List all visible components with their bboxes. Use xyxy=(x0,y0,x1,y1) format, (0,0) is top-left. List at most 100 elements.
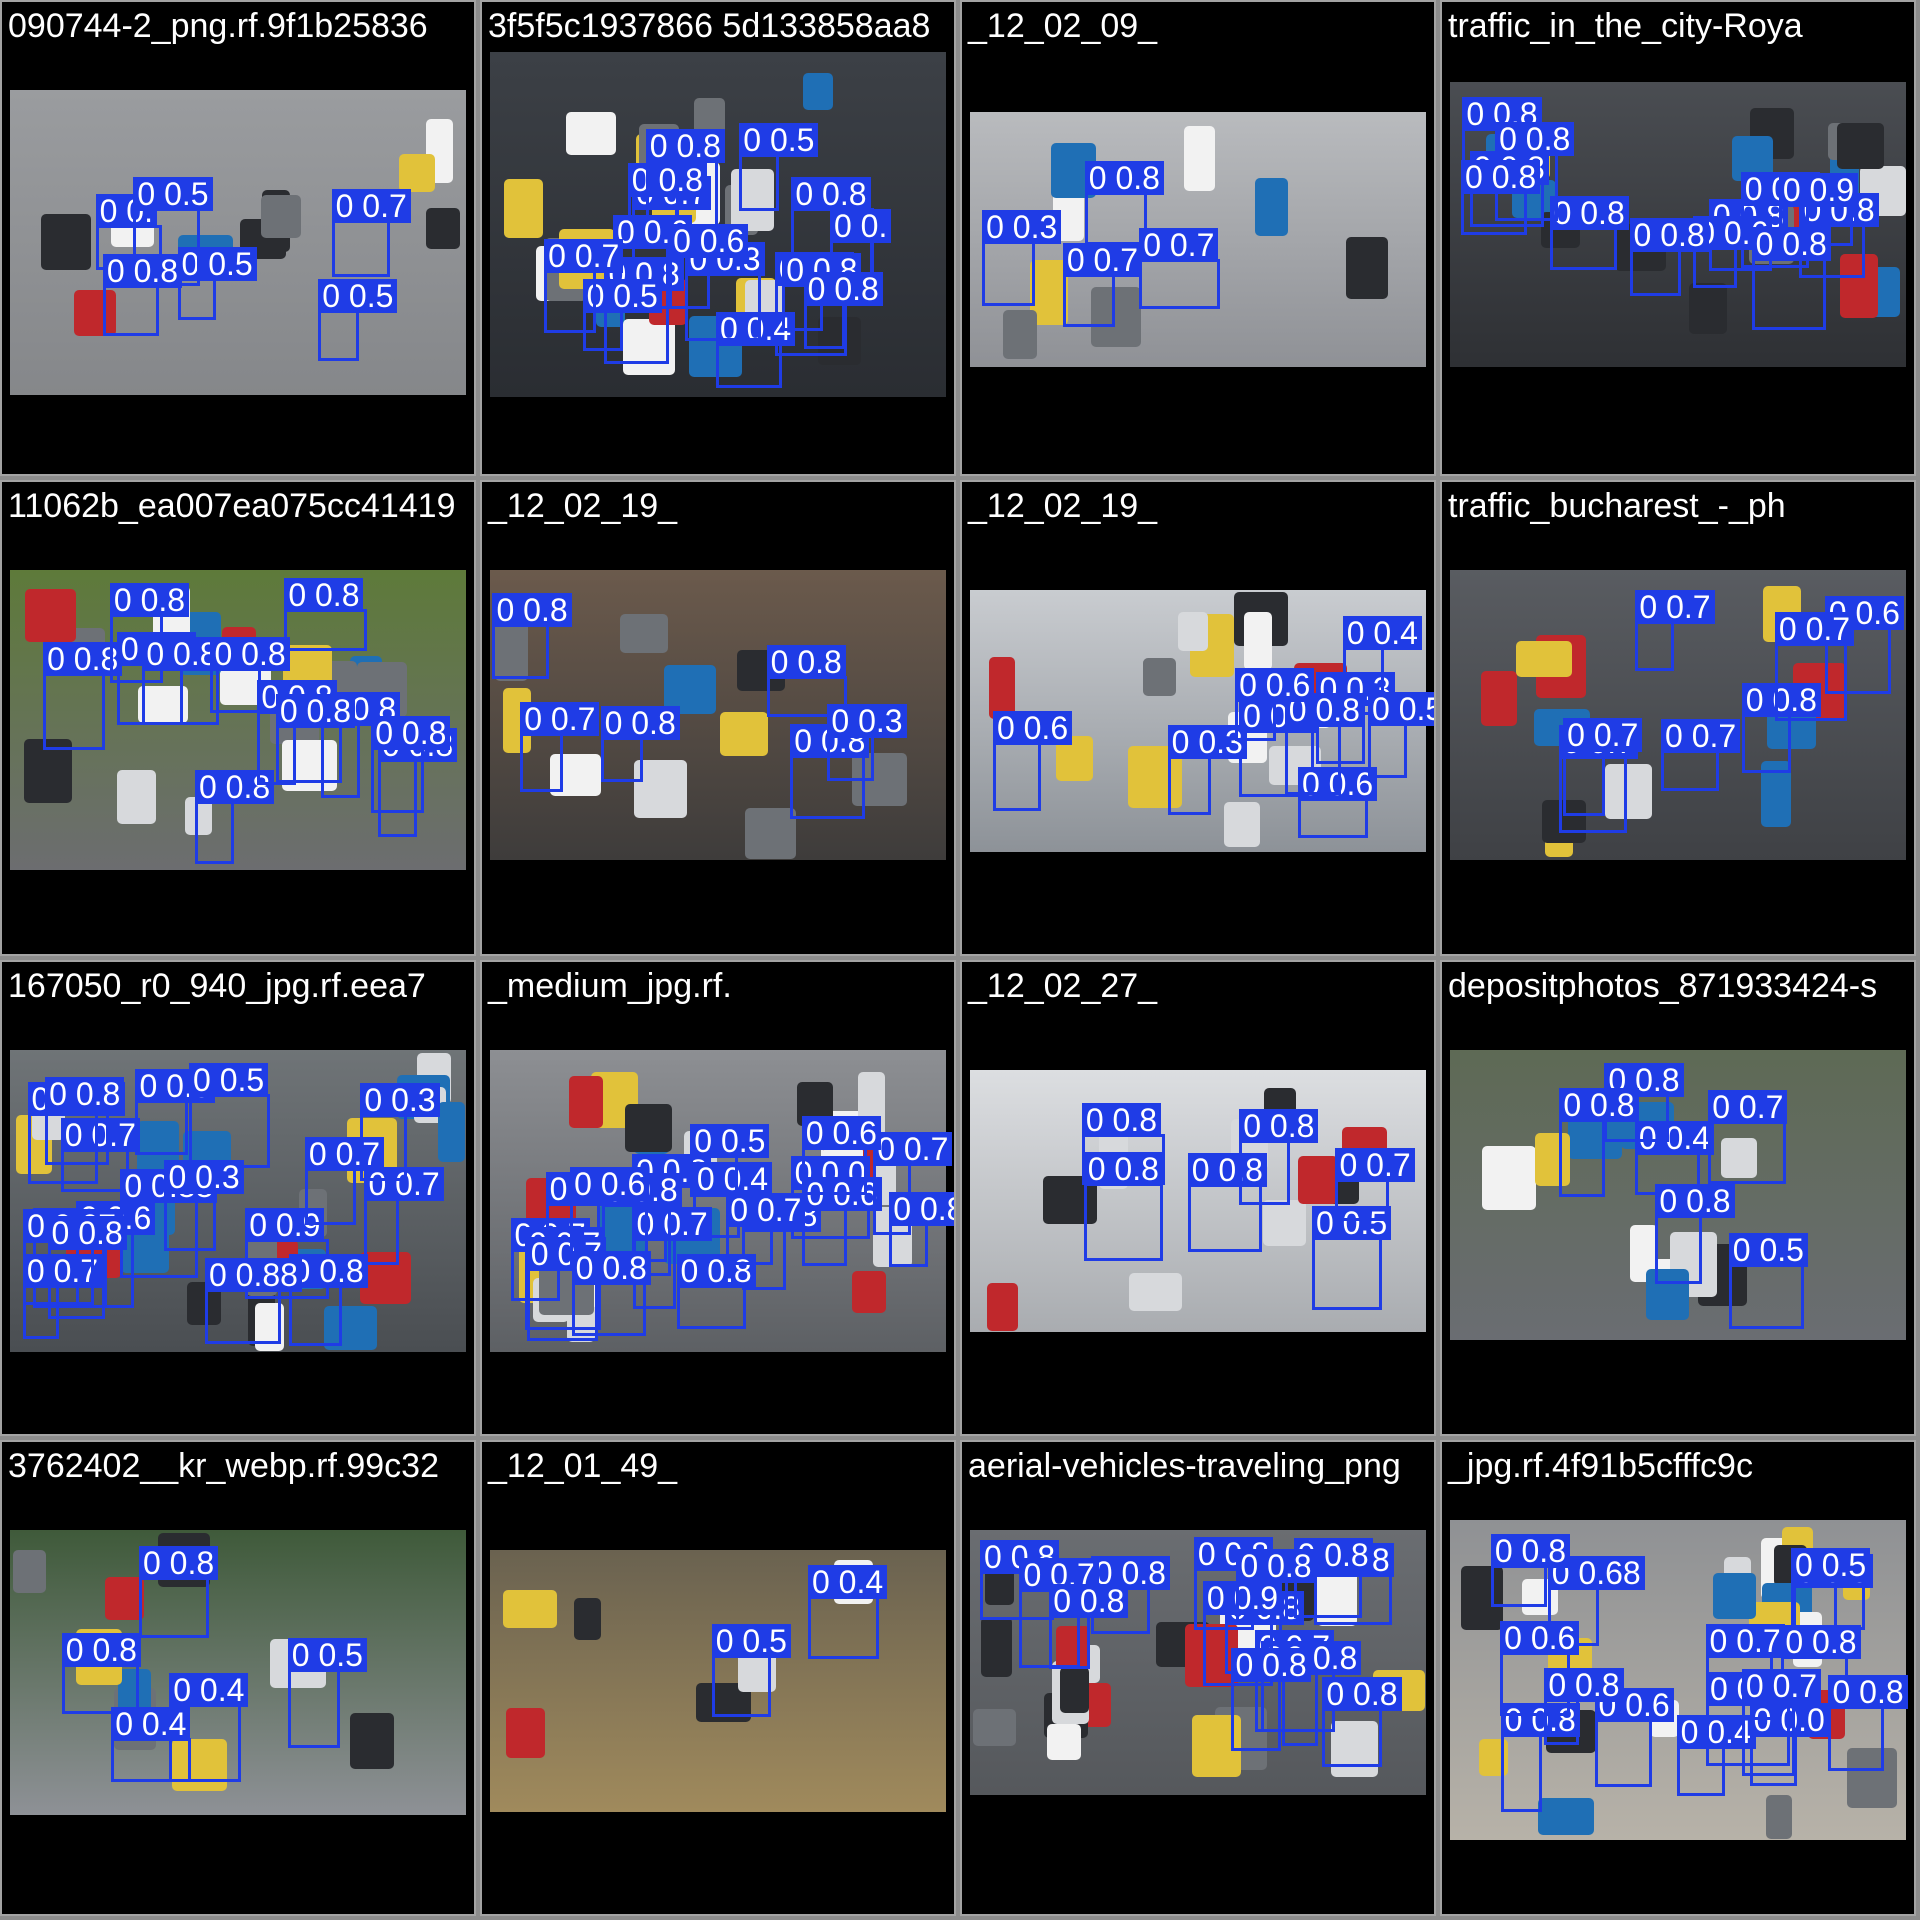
detection-box: 0 0.8 xyxy=(1284,692,1364,796)
tile-filename: _medium_jpg.rf. xyxy=(488,967,732,1005)
detection-box: 0 0.8 xyxy=(275,694,355,784)
detection-box: 0 0.5 xyxy=(177,246,257,320)
detection-box: 0 0.7 xyxy=(1563,718,1643,816)
car-shape xyxy=(980,1616,1013,1678)
detection-label: 0 0.3 xyxy=(360,1082,440,1117)
mosaic-tile: _jpg.rf.4f91b5cfffc9c 0 0.6 0 0.4 0 0.0 0 0.… xyxy=(1440,1440,1916,1916)
detection-label: 0 0.8 xyxy=(142,637,222,672)
detection-box: 0 0.6 xyxy=(1693,216,1773,288)
car-shape xyxy=(41,214,91,270)
detection-label: 0 0.8 xyxy=(45,1076,125,1111)
detection-box: 0 0.8 xyxy=(43,642,123,751)
detection-box: 0 0.5 xyxy=(135,1068,215,1156)
car-shape xyxy=(425,207,460,249)
tile-filename: _12_02_19_ xyxy=(968,487,1158,525)
mosaic-tile: traffic_in_the_city-Roya 0 0.8 0 0.8 0 0.8 0… xyxy=(1440,0,1916,476)
detection-box: 0 0.7 xyxy=(726,1192,806,1266)
detection-label: 0 0.8 xyxy=(1629,218,1709,253)
tile-filename: _12_01_49_ xyxy=(488,1447,678,1485)
detection-box: 0 0.5 xyxy=(189,1063,270,1168)
detection-label: 0 0.8 xyxy=(600,706,680,741)
detection-label: 0 0.7 xyxy=(1741,1669,1822,1704)
mosaic-tile: _medium_jpg.rf.0 0.80 0.00 0.70 0.80 0.7… xyxy=(480,960,956,1436)
detection-box: 0 0.4 xyxy=(1342,616,1422,716)
car-shape xyxy=(324,1305,378,1350)
car-shape xyxy=(1516,640,1573,677)
car-shape xyxy=(359,1251,412,1304)
detection-label: 0 0.7 xyxy=(331,188,411,223)
car-shape xyxy=(1224,801,1261,847)
detection-box: 0 0.5 xyxy=(1728,1233,1808,1329)
detection-label: 0 0.5 xyxy=(133,176,213,211)
detection-box: 0 0.8 xyxy=(1544,1667,1624,1745)
car-shape xyxy=(1535,1132,1570,1187)
detection-label: 0 0.8 xyxy=(1084,160,1164,195)
detection-label: 0 0.7 xyxy=(1062,242,1143,277)
mosaic-tile: 167050_r0_940_jpg.rf.eea7 0 0.9 0 0.7 0 0.8… xyxy=(0,960,476,1436)
car-shape xyxy=(566,111,616,155)
car-shape xyxy=(1185,1623,1238,1688)
car-shape xyxy=(260,195,301,239)
tile-filename: aerial-vehicles-traveling_png xyxy=(968,1447,1401,1485)
detection-label: 0 0.4 xyxy=(692,1162,773,1197)
detection-box: 0 0.8 xyxy=(102,254,183,336)
detection-label: 0 0.7 xyxy=(544,239,624,274)
detection-box: 0 0.6 xyxy=(1297,766,1378,839)
detection-box: 0 0.8 xyxy=(676,1253,756,1330)
detection-box: 0 0.8 xyxy=(1231,1647,1311,1752)
car-shape xyxy=(744,807,797,860)
car-shape xyxy=(1712,1572,1756,1620)
detection-box: 0 0.6 xyxy=(802,1177,882,1266)
detection-box: 0 0.6 xyxy=(1594,1687,1674,1787)
car-shape xyxy=(1255,178,1289,236)
detection-box: 0 0.8 xyxy=(1322,1676,1402,1768)
detection-label: 0 0.8 xyxy=(791,176,871,211)
car-shape xyxy=(663,664,717,714)
detection-label: 0 0.7 xyxy=(304,1137,385,1172)
detection-box: 0 0.8 xyxy=(1239,1108,1319,1206)
car-shape xyxy=(620,613,669,653)
detection-label: 0 0.8 xyxy=(1500,1702,1580,1737)
mosaic-tile: depositphotos_871933424-s 0 0.4 0 0.7 0 0.8… xyxy=(1440,960,1916,1436)
detection-box: 0 0.7 xyxy=(1661,719,1741,791)
detection-label: 0 0.8 xyxy=(275,694,355,729)
detection-label: 0 0.8 xyxy=(138,1545,219,1580)
detection-label: 0 0.8 xyxy=(194,770,275,805)
detection-label: 0 0.8 xyxy=(1544,1667,1624,1702)
tile-filename: 3f5f5c1937866 5d133858aa8 xyxy=(488,7,931,45)
detection-label: 0 0.5 xyxy=(739,123,819,158)
tile-filename: 090744-2_png.rf.9f1b25836 xyxy=(8,7,428,45)
car-shape xyxy=(1177,612,1209,652)
detection-label: 0 0.4 xyxy=(1634,1121,1715,1156)
car-shape xyxy=(1537,1797,1594,1835)
car-shape xyxy=(1646,1268,1689,1321)
detection-box: 0 0.3 xyxy=(360,1082,440,1182)
detection-label: 0 0.6 xyxy=(801,1115,881,1150)
detection-box: 0 0.8 xyxy=(194,770,275,865)
detection-box: 0 0.7 xyxy=(331,188,411,278)
detection-box: 0 0.8 xyxy=(1655,1184,1735,1285)
detection-box: 0 0.7 xyxy=(1774,611,1855,721)
detection-label: 0 0.7 xyxy=(60,1118,140,1153)
tile-filename: 167050_r0_940_jpg.rf.eea7 xyxy=(8,967,426,1005)
detection-box: 0 0.8 xyxy=(1828,1674,1908,1771)
detection-label: 0 0.5 xyxy=(177,246,257,281)
detection-box: 0 0.5 xyxy=(1368,691,1434,779)
detection-box: 0 0.9 xyxy=(1778,173,1859,246)
detection-box: 0 0.8 xyxy=(1549,196,1629,270)
car-shape xyxy=(506,1708,546,1758)
detection-box: 0 0.3 xyxy=(1167,724,1247,815)
detection-box: 0 0.8 xyxy=(1084,160,1164,246)
detection-box: 0 0.7 xyxy=(1139,227,1221,309)
car-shape xyxy=(73,290,116,337)
car-shape xyxy=(817,317,861,366)
detection-label: 0 0.6 xyxy=(992,710,1073,745)
car-shape xyxy=(624,1104,672,1153)
detection-label: 0 0.7 xyxy=(1563,718,1643,753)
car-shape xyxy=(1840,253,1878,319)
car-shape xyxy=(502,1589,558,1629)
detection-box: 0 0.4 xyxy=(111,1706,191,1783)
detection-label: 0 0.8 xyxy=(102,254,183,289)
